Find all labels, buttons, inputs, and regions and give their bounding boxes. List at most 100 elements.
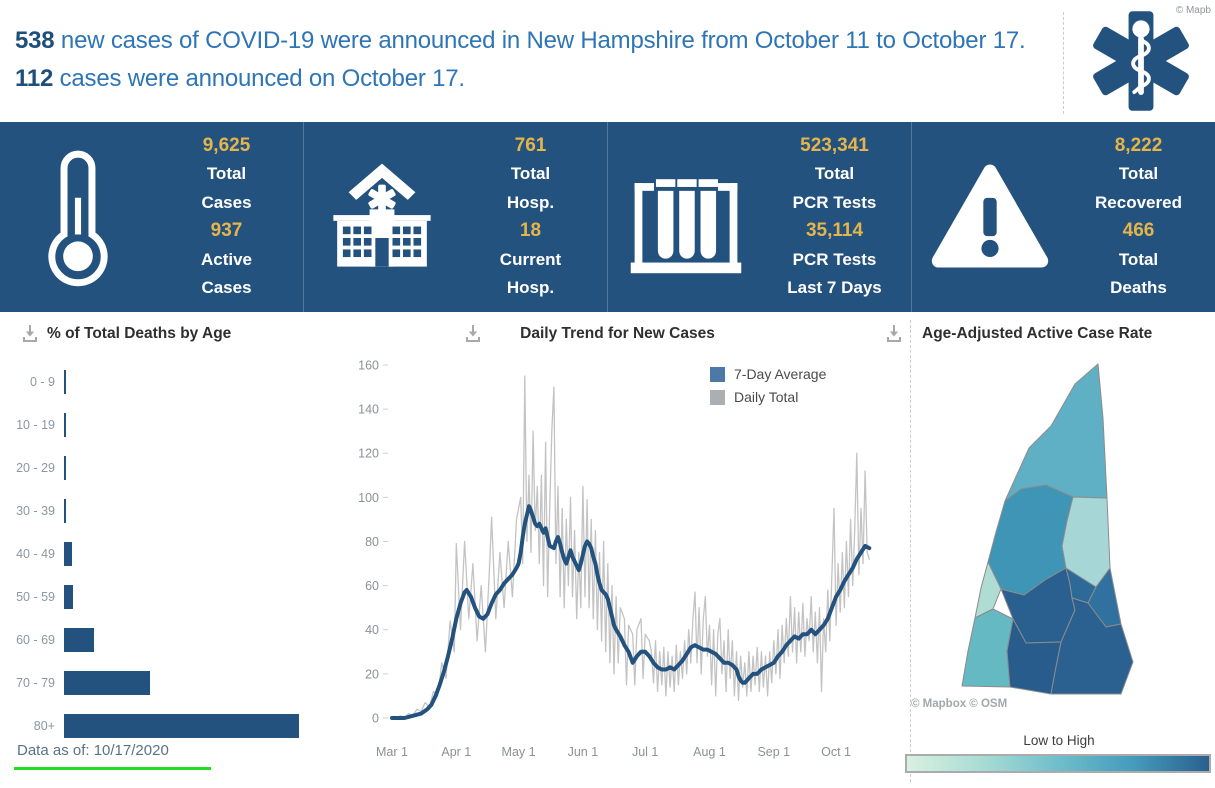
headline: 538 new cases of COVID-19 were announced… [15, 27, 1026, 92]
age-bar-label: 40 - 49 [16, 546, 55, 561]
stat-label: Cases [201, 278, 252, 297]
svg-text:Oct 1: Oct 1 [821, 745, 851, 759]
warning-triangle-icon [925, 137, 1055, 297]
daily-swatch [710, 389, 725, 405]
svg-text:Sep 1: Sep 1 [757, 745, 790, 759]
stat-label: Deaths [1110, 278, 1167, 297]
svg-text:120: 120 [358, 447, 379, 461]
daily-trend-chart[interactable]: 0 20 40 60 80 100 120 140 160 Mar 1 Apr 1 May 1 Jun … [335, 352, 907, 782]
stat-text-outcomes: 8,222 Total Recovered 466 Total Deaths [1075, 132, 1203, 303]
age-bar-label: 0 - 9 [29, 374, 55, 389]
age-bar[interactable] [64, 369, 66, 394]
svg-text:140: 140 [358, 403, 379, 417]
download-icon[interactable] [463, 323, 483, 343]
age-bar-label: 60 - 69 [16, 632, 55, 647]
stat-label: PCR Tests [792, 192, 877, 212]
deaths-by-age-title: % of Total Deaths by Age [47, 325, 232, 342]
case-rate-map-title: Age-Adjusted Active Case Rate [922, 325, 1153, 342]
average-swatch [710, 366, 725, 382]
age-bar-row: 40 - 49 [8, 532, 328, 575]
age-bar-label: 70 - 79 [16, 675, 55, 690]
stat-label: Total [814, 164, 855, 183]
stat-label: Cases [201, 192, 252, 212]
age-bar[interactable] [64, 498, 66, 523]
stat-text-cases: 9,625 Total Cases 937 Active Cases [163, 132, 291, 303]
svg-text:160: 160 [358, 358, 379, 372]
map-scale-label: Low to High [1023, 733, 1095, 748]
stat-label: Total [1118, 249, 1159, 269]
age-bar-label: 20 - 29 [16, 460, 55, 475]
thermometer-icon [13, 137, 143, 297]
age-bar-row: 10 - 19 [8, 403, 328, 446]
download-icon[interactable] [884, 323, 904, 343]
age-bar-row: 30 - 39 [8, 489, 328, 532]
age-bar-row: 50 - 59 [8, 575, 328, 618]
stat-value: 523,341 [800, 134, 869, 156]
legend-item-daily[interactable]: Daily Total [710, 389, 826, 405]
svg-text:Apr 1: Apr 1 [441, 745, 471, 759]
stat-text-tests: 523,341 Total PCR Tests 35,114 PCR Tests Last… [771, 132, 899, 303]
age-bar-label: 10 - 19 [16, 417, 55, 432]
age-bar-row: 70 - 79 [8, 661, 328, 704]
nh-county-map[interactable] [925, 356, 1205, 701]
series-7-day-average [390, 504, 872, 720]
map-panel-divider [910, 320, 911, 782]
stat-label: Current [499, 249, 562, 269]
svg-text:40: 40 [365, 623, 379, 637]
stat-label: Recovered [1095, 192, 1182, 212]
svg-text:0: 0 [372, 712, 379, 726]
svg-text:60: 60 [365, 579, 379, 593]
county-coos[interactable] [1004, 363, 1108, 502]
map-attribution: © Mapbox © OSM [911, 698, 1008, 710]
county-cheshire[interactable] [961, 608, 1014, 688]
stat-band: 9,625 Total Cases 937 Active Cases [0, 122, 1215, 312]
stat-label: PCR Tests [792, 249, 877, 269]
daily-trend-title: Daily Trend for New Cases [520, 325, 715, 342]
age-bar-row: 0 - 9 [8, 360, 328, 403]
stat-label: Active [200, 249, 253, 269]
svg-text:Aug 1: Aug 1 [693, 745, 726, 759]
age-bar[interactable] [64, 670, 150, 695]
age-bar[interactable] [64, 713, 299, 738]
svg-text:Jul 1: Jul 1 [632, 745, 658, 759]
svg-text:100: 100 [358, 491, 379, 505]
stat-value: 466 [1122, 220, 1155, 241]
headline-count-week: 538 [15, 27, 55, 54]
stat-value: 8,222 [1114, 134, 1163, 156]
age-bar[interactable] [64, 455, 66, 480]
svg-text:20: 20 [365, 667, 379, 681]
age-bar-row: 80+ [8, 704, 328, 747]
stat-text-hospitalizations: 761 Total Hosp. 18 Current Hosp. [467, 132, 595, 303]
trend-legend: 7-Day Average Daily Total [710, 366, 826, 412]
age-bar-label: 80+ [33, 718, 55, 733]
svg-text:Mar 1: Mar 1 [376, 745, 408, 759]
county-rockingham[interactable] [1050, 597, 1134, 695]
series-daily-total [391, 375, 870, 719]
deaths-by-age-chart: 0 - 9 10 - 19 20 - 29 30 - 39 40 - 49 50 - 59… [8, 360, 328, 747]
stat-value: 937 [210, 220, 243, 241]
stat-label: Total [1118, 164, 1159, 183]
age-bar-row: 20 - 29 [8, 446, 328, 489]
age-bar[interactable] [64, 412, 66, 437]
legend-item-average[interactable]: 7-Day Average [710, 366, 826, 382]
age-bar[interactable] [64, 541, 73, 566]
age-bar[interactable] [64, 584, 74, 609]
stat-value: 761 [514, 134, 547, 156]
data-as-of-note: Data as of: 10/17/2020 [17, 742, 169, 759]
test-tubes-icon [621, 137, 751, 297]
stat-tile-cases: 9,625 Total Cases 937 Active Cases [0, 122, 304, 312]
stat-label: Last 7 Days [787, 278, 882, 297]
age-bar[interactable] [64, 627, 94, 652]
map-color-scale [905, 754, 1211, 773]
age-bar-label: 50 - 59 [16, 589, 55, 604]
download-icon[interactable] [20, 323, 40, 343]
stat-label: Total [206, 164, 247, 183]
data-as-of-underline [14, 767, 211, 770]
map-copyright-partial: © Mapb [1175, 5, 1211, 16]
hospital-icon [317, 137, 447, 297]
stat-label: Hosp. [506, 278, 555, 297]
stat-label: Total [510, 164, 551, 183]
stat-tile-tests: 523,341 Total PCR Tests 35,114 PCR Tests Last… [608, 122, 912, 312]
age-bar-row: 60 - 69 [8, 618, 328, 661]
